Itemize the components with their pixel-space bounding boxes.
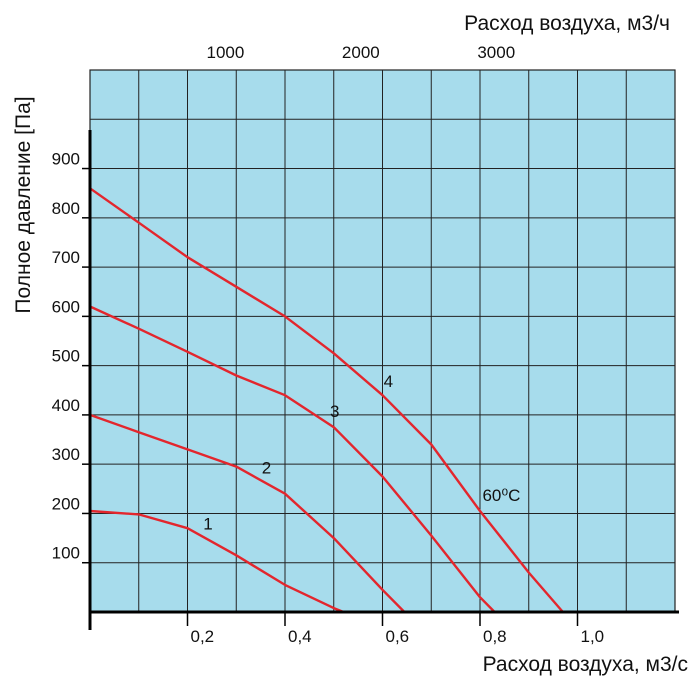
bottom-x-axis-title: Расход воздуха, м3/с xyxy=(483,653,688,676)
top-x-axis-title: Расход воздуха, м3/ч xyxy=(464,12,670,35)
x-tick-label: 0,8 xyxy=(483,627,507,646)
curve-4 xyxy=(88,187,565,614)
curve-2 xyxy=(88,413,406,614)
y-tick-label: 300 xyxy=(52,445,80,464)
y-tick-label: 900 xyxy=(52,150,80,169)
top-x-tick-label: 2000 xyxy=(342,43,380,62)
y-tick-label: 800 xyxy=(52,199,80,218)
curve-label-2: 2 xyxy=(262,458,271,477)
x-tick-label: 0,2 xyxy=(191,627,215,646)
y-tick-label: 200 xyxy=(52,494,80,513)
y-tick-label: 700 xyxy=(52,248,80,267)
y-tick-label: 400 xyxy=(52,396,80,415)
top-x-tick-label: 3000 xyxy=(477,43,515,62)
curve-3 xyxy=(88,305,496,614)
y-tick-label: 600 xyxy=(52,297,80,316)
x-tick-label: 1,0 xyxy=(581,627,605,646)
y-tick-label: 100 xyxy=(52,544,80,563)
y-tick-label: 500 xyxy=(52,347,80,366)
curve-1 xyxy=(88,509,345,614)
curve-label-1: 1 xyxy=(203,515,212,534)
curve-label-4: 4 xyxy=(384,372,393,391)
temperature-annotation: 60⁰С xyxy=(482,486,520,505)
curve-label-3: 3 xyxy=(330,402,339,421)
x-tick-label: 0,4 xyxy=(288,627,312,646)
x-tick-label: 0,6 xyxy=(386,627,410,646)
y-axis-title: Полное давление [Па] xyxy=(12,96,35,313)
top-x-tick-label: 1000 xyxy=(207,43,245,62)
